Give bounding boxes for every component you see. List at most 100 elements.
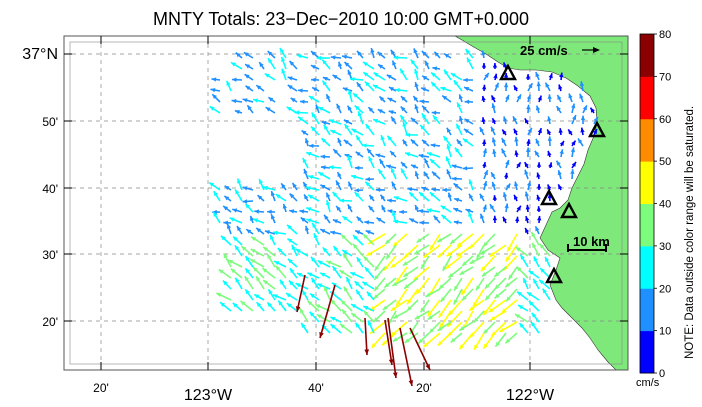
current-vector [504, 277, 518, 288]
current-vector [473, 310, 485, 323]
current-vector [395, 266, 408, 283]
current-vector [250, 248, 265, 257]
current-vector [536, 81, 541, 92]
current-vector [365, 177, 375, 182]
current-vector [449, 233, 463, 245]
current-vector [377, 51, 386, 59]
current-vector [240, 300, 254, 312]
current-vector [343, 119, 353, 125]
current-vector [547, 116, 552, 125]
current-vector [267, 57, 276, 70]
current-vector [256, 301, 265, 312]
current-vector [437, 332, 452, 347]
current-vector [475, 244, 485, 260]
current-vector [403, 277, 419, 290]
current-vector [404, 152, 419, 158]
current-vector [451, 176, 463, 181]
current-vector [383, 277, 397, 289]
current-vector [304, 138, 310, 147]
current-vector [453, 182, 463, 191]
current-vector [438, 277, 452, 290]
current-vector [290, 97, 298, 103]
current-vector [244, 267, 254, 279]
current-vector [504, 203, 509, 213]
current-vector [330, 230, 342, 235]
current-vector [307, 175, 320, 180]
current-vector [390, 116, 397, 125]
current-vector [514, 181, 519, 191]
current-vector [341, 215, 353, 224]
current-vector [507, 266, 518, 280]
current-vector [288, 60, 298, 70]
current-vector [536, 194, 541, 202]
current-vector [391, 181, 397, 191]
current-vector [526, 139, 531, 147]
current-vector [361, 143, 375, 148]
current-vector [555, 160, 562, 169]
current-vector [306, 218, 320, 224]
current-vector [426, 299, 441, 317]
current-vector [234, 189, 243, 202]
current-vector [494, 288, 507, 299]
current-vector [289, 267, 298, 279]
current-vector [296, 54, 309, 59]
current-vector [539, 243, 551, 257]
current-vector [492, 195, 498, 202]
current-vector [439, 310, 452, 329]
current-vector [531, 242, 540, 257]
current-vector [299, 307, 309, 323]
current-vector [524, 118, 529, 125]
current-vector [384, 233, 397, 245]
saturated-vector [387, 317, 398, 379]
current-vector [456, 138, 463, 147]
current-vector [242, 186, 254, 191]
current-vector [332, 245, 342, 257]
current-vector [262, 185, 276, 191]
current-vector [211, 77, 221, 82]
current-vector [522, 277, 529, 290]
current-vector [245, 228, 254, 235]
current-vector [373, 277, 386, 292]
current-vector [475, 277, 485, 291]
current-vector [244, 63, 254, 70]
current-vector [330, 129, 342, 136]
current-vector [479, 126, 485, 136]
current-vector [402, 121, 408, 136]
current-vector [443, 53, 452, 59]
current-vector [356, 50, 364, 59]
current-vector [491, 103, 496, 114]
current-vector [365, 229, 375, 235]
current-vector [373, 266, 386, 281]
current-vector [502, 192, 508, 202]
current-vector [419, 299, 430, 313]
current-vector [264, 72, 276, 81]
current-vector [461, 255, 474, 267]
current-vector [492, 149, 497, 158]
current-vector [366, 291, 375, 301]
current-vector [430, 143, 441, 148]
colorbar-tick-label: 70 [659, 71, 671, 83]
current-vector [370, 332, 386, 349]
current-vector [547, 94, 552, 103]
current-vector [316, 313, 331, 323]
current-vector [291, 244, 298, 257]
current-vector [505, 183, 511, 191]
distance-scale-label: 10 km [573, 234, 610, 249]
current-vector [479, 193, 485, 202]
current-vector [446, 169, 452, 180]
current-vector [394, 87, 408, 93]
current-vector [426, 152, 441, 158]
current-vector [377, 108, 386, 114]
current-vector [559, 149, 564, 158]
current-vector [526, 291, 540, 301]
current-vector [504, 332, 518, 344]
current-vector [431, 187, 441, 192]
current-vector [453, 288, 463, 305]
current-vector [231, 98, 243, 104]
current-vector [252, 266, 265, 279]
current-vector [491, 181, 496, 191]
saturated-vector [399, 327, 414, 387]
current-vector [391, 60, 397, 70]
current-vector [481, 117, 486, 125]
current-vector [536, 183, 542, 191]
